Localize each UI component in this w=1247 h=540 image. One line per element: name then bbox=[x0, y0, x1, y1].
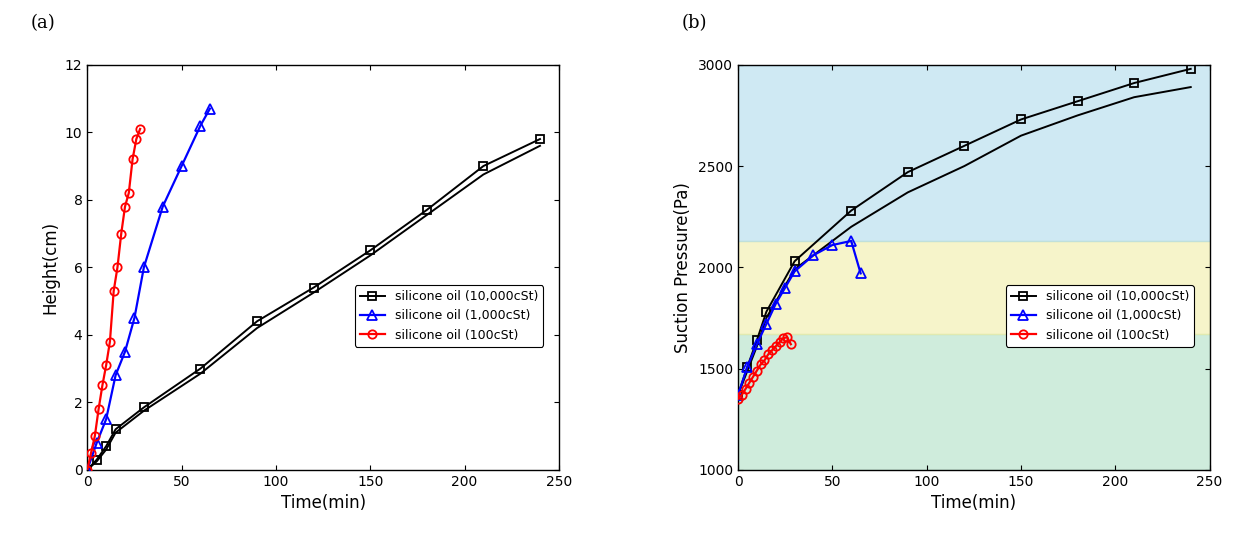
silicone oil (1,000cSt) bbox=[778, 284, 793, 291]
silicone oil (100cSt) bbox=[80, 467, 95, 473]
silicone oil (10,000cSt) bbox=[956, 143, 971, 149]
silicone oil (1,000cSt) bbox=[824, 242, 839, 248]
silicone oil (100cSt) bbox=[99, 362, 113, 368]
silicone oil (100cSt) bbox=[84, 450, 99, 456]
silicone oil (100cSt) bbox=[132, 126, 147, 132]
silicone oil (1,000cSt) bbox=[739, 363, 754, 370]
silicone oil (1,000cSt) bbox=[156, 203, 171, 210]
silicone oil (10,000cSt) bbox=[787, 258, 802, 265]
silicone oil (10,000cSt) bbox=[80, 467, 95, 473]
silicone oil (100cSt) bbox=[742, 380, 757, 386]
silicone oil (10,000cSt) bbox=[731, 392, 746, 398]
Line: silicone oil (10,000cSt): silicone oil (10,000cSt) bbox=[84, 135, 544, 474]
silicone oil (10,000cSt) bbox=[749, 337, 764, 343]
silicone oil (100cSt) bbox=[746, 374, 761, 380]
silicone oil (100cSt) bbox=[764, 347, 779, 354]
silicone oil (100cSt) bbox=[738, 386, 753, 392]
silicone oil (100cSt) bbox=[731, 396, 746, 402]
silicone oil (10,000cSt) bbox=[307, 284, 322, 291]
silicone oil (1,000cSt) bbox=[844, 238, 859, 244]
silicone oil (1,000cSt) bbox=[202, 105, 217, 112]
silicone oil (1,000cSt) bbox=[90, 440, 105, 446]
silicone oil (100cSt) bbox=[113, 230, 128, 237]
silicone oil (100cSt) bbox=[102, 338, 117, 345]
Bar bbox=[738, 334, 1210, 470]
silicone oil (100cSt) bbox=[110, 264, 125, 271]
silicone oil (1,000cSt) bbox=[136, 264, 151, 271]
silicone oil (100cSt) bbox=[87, 433, 102, 440]
silicone oil (10,000cSt) bbox=[1126, 80, 1141, 86]
silicone oil (100cSt) bbox=[768, 343, 783, 349]
Y-axis label: Height(cm): Height(cm) bbox=[41, 221, 60, 314]
silicone oil (100cSt) bbox=[95, 382, 110, 389]
silicone oil (100cSt) bbox=[753, 361, 768, 368]
silicone oil (1,000cSt) bbox=[731, 392, 746, 398]
Line: silicone oil (100cSt): silicone oil (100cSt) bbox=[84, 125, 145, 474]
Line: silicone oil (10,000cSt): silicone oil (10,000cSt) bbox=[734, 65, 1195, 399]
silicone oil (1,000cSt) bbox=[787, 268, 802, 274]
silicone oil (10,000cSt) bbox=[136, 404, 151, 410]
Y-axis label: Suction Pressure(Pa): Suction Pressure(Pa) bbox=[675, 182, 692, 353]
Text: (b): (b) bbox=[681, 15, 707, 32]
silicone oil (100cSt) bbox=[776, 335, 791, 341]
silicone oil (1,000cSt) bbox=[853, 270, 868, 276]
silicone oil (1,000cSt) bbox=[759, 321, 774, 327]
silicone oil (10,000cSt) bbox=[1070, 98, 1085, 104]
silicone oil (10,000cSt) bbox=[532, 136, 547, 142]
X-axis label: Time(min): Time(min) bbox=[281, 494, 365, 512]
silicone oil (1,000cSt) bbox=[108, 372, 123, 379]
silicone oil (100cSt) bbox=[783, 341, 798, 348]
silicone oil (10,000cSt) bbox=[1014, 116, 1029, 123]
Bar bbox=[738, 65, 1210, 241]
silicone oil (10,000cSt) bbox=[108, 426, 123, 433]
Bar bbox=[738, 241, 1210, 334]
silicone oil (1,000cSt) bbox=[193, 123, 208, 129]
silicone oil (10,000cSt) bbox=[419, 207, 434, 213]
silicone oil (10,000cSt) bbox=[739, 363, 754, 370]
silicone oil (1,000cSt) bbox=[749, 341, 764, 348]
Legend: silicone oil (10,000cSt), silicone oil (1,000cSt), silicone oil (100cSt): silicone oil (10,000cSt), silicone oil (… bbox=[1005, 285, 1193, 347]
silicone oil (10,000cSt) bbox=[249, 318, 264, 325]
silicone oil (10,000cSt) bbox=[844, 207, 859, 214]
silicone oil (100cSt) bbox=[734, 392, 749, 398]
silicone oil (1,000cSt) bbox=[806, 252, 821, 258]
X-axis label: Time(min): Time(min) bbox=[932, 494, 1016, 512]
silicone oil (100cSt) bbox=[121, 190, 136, 197]
silicone oil (10,000cSt) bbox=[363, 247, 378, 254]
silicone oil (10,000cSt) bbox=[193, 365, 208, 372]
silicone oil (100cSt) bbox=[761, 351, 776, 357]
silicone oil (10,000cSt) bbox=[1183, 65, 1198, 72]
silicone oil (1,000cSt) bbox=[175, 163, 190, 170]
Line: silicone oil (100cSt): silicone oil (100cSt) bbox=[734, 333, 796, 403]
silicone oil (100cSt) bbox=[125, 156, 140, 163]
silicone oil (10,000cSt) bbox=[99, 443, 113, 449]
Line: silicone oil (1,000cSt): silicone oil (1,000cSt) bbox=[733, 236, 865, 400]
silicone oil (100cSt) bbox=[128, 136, 143, 142]
silicone oil (10,000cSt) bbox=[900, 169, 915, 176]
silicone oil (10,000cSt) bbox=[476, 163, 491, 170]
silicone oil (100cSt) bbox=[106, 288, 121, 294]
silicone oil (1,000cSt) bbox=[127, 315, 142, 321]
silicone oil (1,000cSt) bbox=[99, 416, 113, 422]
silicone oil (100cSt) bbox=[91, 406, 106, 413]
Legend: silicone oil (10,000cSt), silicone oil (1,000cSt), silicone oil (100cSt): silicone oil (10,000cSt), silicone oil (… bbox=[355, 285, 544, 347]
silicone oil (1,000cSt) bbox=[117, 348, 132, 355]
silicone oil (100cSt) bbox=[117, 203, 132, 210]
Line: silicone oil (1,000cSt): silicone oil (1,000cSt) bbox=[82, 104, 214, 475]
silicone oil (100cSt) bbox=[772, 339, 787, 346]
silicone oil (10,000cSt) bbox=[90, 456, 105, 463]
silicone oil (100cSt) bbox=[757, 357, 772, 364]
silicone oil (100cSt) bbox=[779, 334, 794, 340]
silicone oil (1,000cSt) bbox=[768, 300, 783, 307]
Text: (a): (a) bbox=[31, 15, 55, 32]
silicone oil (100cSt) bbox=[749, 367, 764, 374]
silicone oil (10,000cSt) bbox=[759, 308, 774, 315]
silicone oil (1,000cSt) bbox=[80, 467, 95, 473]
